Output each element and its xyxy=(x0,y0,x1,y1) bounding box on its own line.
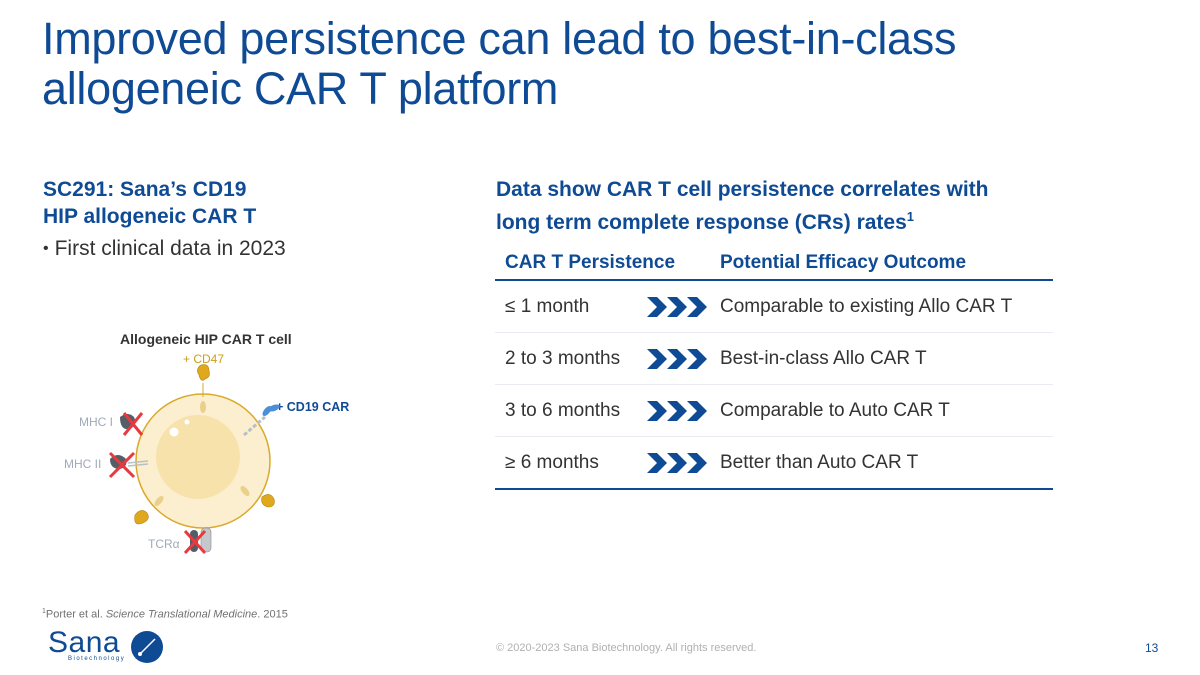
bullet-item: • First clinical data in 2023 xyxy=(43,237,286,261)
footnote: 1Porter et al. Science Translational Med… xyxy=(42,608,288,621)
footnote-marker: 1 xyxy=(42,608,46,615)
outcome-cell: Better than Auto CAR T xyxy=(720,451,919,473)
sana-logo: Sana Biotechnology xyxy=(46,626,166,666)
triple-chevron-icon xyxy=(645,399,720,423)
slide-title: Improved persistence can lead to best-in… xyxy=(42,14,1142,114)
table-row: 3 to 6 months Comparable to Auto CAR T xyxy=(495,385,1053,437)
slide-title-line-2: allogeneic CAR T platform xyxy=(42,63,559,114)
cell-diagram: Allogeneic HIP CAR T cell + CD47 + CD19 … xyxy=(60,325,380,565)
persistence-cell: 2 to 3 months xyxy=(505,347,621,369)
cd19-car-icon xyxy=(243,404,280,437)
footnote-authors: Porter et al. xyxy=(45,608,106,621)
cd19-car-label: + CD19 CAR xyxy=(276,400,350,414)
persistence-cell: ≥ 6 months xyxy=(505,451,599,473)
table-row: ≥ 6 months Better than Auto CAR T xyxy=(495,437,1053,490)
mhc2-knockout-icon xyxy=(108,451,149,479)
persistence-table: CAR T Persistence Potential Efficacy Out… xyxy=(495,247,1053,490)
outcome-cell: Comparable to Auto CAR T xyxy=(720,399,950,421)
left-heading-line-1: SC291: Sana’s CD19 xyxy=(43,178,247,201)
triple-chevron-icon xyxy=(645,295,720,319)
right-heading-line-2: long term complete response (CRs) rates xyxy=(496,211,907,234)
persistence-cell: ≤ 1 month xyxy=(505,295,590,317)
footnote-year: . 2015 xyxy=(257,608,288,621)
logo-tagline: Biotechnology xyxy=(68,656,126,662)
mhc1-label: MHC I xyxy=(79,415,113,429)
copyright: © 2020-2023 Sana Biotechnology. All righ… xyxy=(496,642,757,654)
right-heading-line-1: Data show CAR T cell persistence correla… xyxy=(496,178,989,201)
persistence-cell: 3 to 6 months xyxy=(505,399,621,421)
right-panel-heading: Data show CAR T cell persistence correla… xyxy=(496,176,1096,236)
cd47-protein-icon xyxy=(197,364,210,413)
table-row: ≤ 1 month Comparable to existing Allo CA… xyxy=(495,281,1053,333)
table-row: 2 to 3 months Best-in-class Allo CAR T xyxy=(495,333,1053,385)
slide-title-line-1: Improved persistence can lead to best-in… xyxy=(42,13,957,64)
left-heading-line-2: HIP allogeneic CAR T xyxy=(43,205,257,228)
footnote-ref: 1 xyxy=(906,209,915,224)
logo-wordmark: Sana xyxy=(48,626,121,659)
bullet-dot-icon: • xyxy=(43,240,49,257)
page-number: 13 xyxy=(1145,641,1159,655)
left-panel-heading: SC291: Sana’s CD19 HIP allogeneic CAR T xyxy=(43,176,256,230)
cd47-label: + CD47 xyxy=(183,352,225,366)
triple-chevron-icon xyxy=(645,451,720,475)
table-header: CAR T Persistence Potential Efficacy Out… xyxy=(495,247,1053,281)
cell-illustration xyxy=(108,364,280,555)
header-persistence: CAR T Persistence xyxy=(505,252,676,273)
outcome-cell: Best-in-class Allo CAR T xyxy=(720,347,927,369)
logo-dial-icon xyxy=(131,631,163,663)
tcra-knockout-icon xyxy=(183,527,212,555)
footnote-journal: Science Translational Medicine xyxy=(105,608,258,621)
diagram-title: Allogeneic HIP CAR T cell xyxy=(120,331,292,347)
outcome-cell: Comparable to existing Allo CAR T xyxy=(720,295,1013,317)
tcra-label: TCRα xyxy=(148,537,180,551)
header-outcome: Potential Efficacy Outcome xyxy=(720,252,967,273)
mhc1-knockout-icon xyxy=(120,412,144,436)
triple-chevron-icon xyxy=(645,347,720,371)
mhc2-label: MHC II xyxy=(64,457,102,471)
bullet-text: First clinical data in 2023 xyxy=(54,237,286,260)
